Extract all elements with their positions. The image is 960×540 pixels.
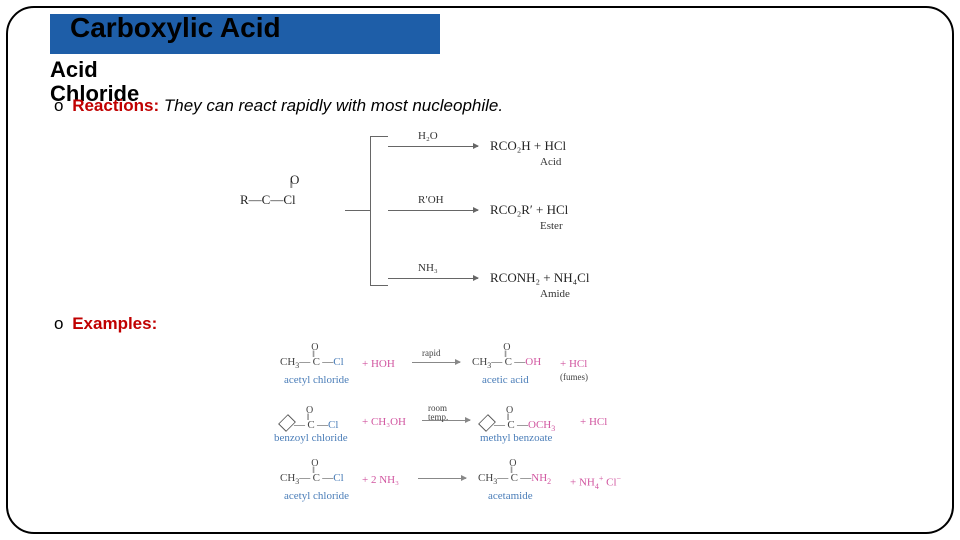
benzene-ring-icon	[278, 414, 296, 432]
reactions-label: Reactions:	[72, 96, 159, 115]
examples-label: Examples:	[72, 314, 157, 333]
reactant-formula: CH3—C—Cl	[280, 472, 344, 486]
product-formula: —C—OCH3	[480, 414, 555, 433]
bullet-icon: o	[54, 96, 63, 115]
benzene-ring-icon	[478, 414, 496, 432]
reactant-formula: R—C—Cl	[240, 192, 296, 208]
arrow-icon	[388, 146, 478, 147]
product-formula: CH3—C—NH2	[478, 472, 551, 486]
product-label: acetamide	[488, 490, 533, 502]
page-title: Carboxylic Acid	[70, 12, 281, 44]
arrow-icon	[388, 278, 478, 279]
product-formula: RCO₂R′ + HCl	[490, 202, 568, 218]
product-formula: RCO₂H + HCl	[490, 138, 566, 154]
subtitle-line1: Acid	[50, 58, 180, 82]
reactant-label: benzoyl chloride	[274, 432, 348, 444]
plus-reagent: + HOH	[362, 358, 395, 370]
byproduct-note: (fumes)	[560, 372, 588, 382]
byproduct: + NH4+ Cl−	[570, 474, 621, 491]
examples-diagram: CH3—C—Cl acetyl chloride + HOH rapid CH3…	[280, 340, 740, 520]
product-formula: RCONH₂ + NH₄Cl	[490, 270, 589, 286]
product-label: Ester	[540, 220, 563, 232]
reagent-label: H₂O	[418, 130, 438, 142]
byproduct: + HCl	[560, 358, 587, 370]
arrow-icon	[388, 210, 478, 211]
reagent-label: NH₃	[418, 262, 438, 274]
arrow-icon	[418, 478, 466, 479]
product-label: Acid	[540, 156, 561, 168]
reactant-label: acetyl chloride	[284, 490, 349, 502]
reactions-body: They can react rapidly with most nucleop…	[164, 96, 503, 115]
reactant-label: acetyl chloride	[284, 374, 349, 386]
example-row: —C—Cl benzoyl chloride + CH₃OH roomtemp.…	[280, 398, 740, 452]
plus-reagent: + 2 NH₃	[362, 474, 399, 486]
plus-reagent: + CH₃OH	[362, 416, 406, 428]
arrow-label: rapid	[422, 348, 441, 358]
product-label: methyl benzoate	[480, 432, 552, 444]
reactant-formula: —C—Cl	[280, 414, 338, 431]
reactant-formula: CH3—C—Cl	[280, 356, 344, 370]
byproduct: + HCl	[580, 416, 607, 428]
scheme-stem	[345, 210, 370, 211]
example-row: CH3—C—Cl acetyl chloride + HOH rapid CH3…	[280, 340, 740, 394]
example-row: CH3—C—Cl acetyl chloride + 2 NH₃ CH3—C—N…	[280, 456, 740, 510]
product-label: acetic acid	[482, 374, 529, 386]
double-bond-icon: ‖	[290, 184, 293, 188]
bullet-icon: o	[54, 314, 63, 333]
arrow-label: roomtemp.	[428, 404, 448, 422]
product-label: Amide	[540, 288, 570, 300]
reaction-scheme-diagram: O ‖ R—C—Cl H₂O RCO₂H + HCl Acid R′OH RCO…	[240, 132, 700, 302]
reagent-label: R′OH	[418, 194, 444, 206]
arrow-icon	[412, 362, 460, 363]
product-formula: CH3—C—OH	[472, 356, 541, 370]
scheme-bracket	[370, 136, 388, 286]
reactions-line: o Reactions: They can react rapidly with…	[54, 96, 503, 116]
examples-line: o Examples:	[54, 314, 157, 334]
